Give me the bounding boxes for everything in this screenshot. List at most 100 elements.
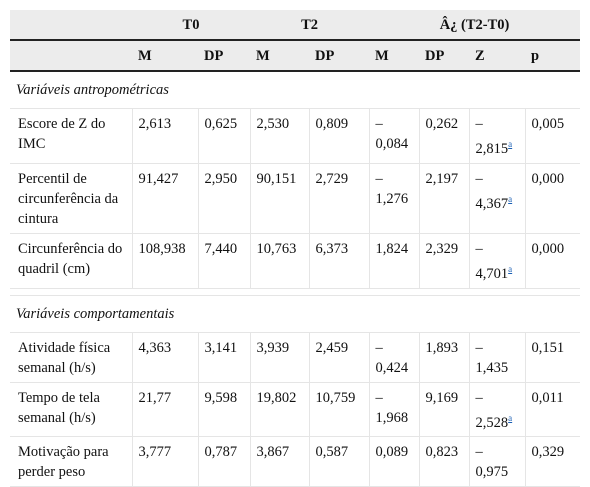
cell-value: – 1,435: [475, 339, 509, 376]
value-cell: 9,598: [198, 382, 251, 438]
col-header: DP: [198, 40, 251, 72]
footnote-link[interactable]: a: [508, 412, 513, 423]
footnote-link[interactable]: a: [508, 139, 513, 149]
value-cell: 0,000: [525, 163, 581, 234]
cell-value: 2,613: [138, 116, 172, 132]
cell-value: 0,262: [425, 116, 459, 132]
value-cell: 2,197: [419, 163, 470, 234]
value-cell: 10,763: [250, 233, 310, 289]
footnote-link[interactable]: a: [508, 193, 513, 204]
value-cell: 0,000: [525, 233, 581, 289]
cell-value: – 0,424: [375, 339, 409, 376]
value-cell: 0,011: [525, 382, 581, 438]
col-header: M: [369, 40, 420, 72]
value-cell: – 0,084: [369, 108, 420, 164]
variable-name: Motivação para perder peso: [10, 436, 133, 487]
cell-value: 10,763: [256, 240, 297, 257]
value-cell: 0,329: [525, 436, 581, 487]
value-cell: 2,613: [132, 108, 199, 164]
value-cell: 3,141: [198, 332, 251, 383]
value-cell: 0,809: [309, 108, 370, 164]
corner-cell-sub: [10, 40, 132, 72]
section-header-row: Variáveis comportamentais: [10, 295, 581, 333]
cell-value: 0,587: [315, 444, 349, 461]
section-title: Variáveis comportamentais: [10, 295, 581, 333]
variable-name: Escore de Z do IMC: [10, 108, 133, 164]
value-cell: 91,427: [132, 163, 199, 234]
value-cell: 0,089: [369, 436, 420, 487]
cell-value: 0,005: [531, 116, 565, 132]
value-cell: 3,777: [132, 436, 199, 487]
value-cell: 6,373: [309, 233, 370, 289]
cell-value: 90,151: [256, 170, 297, 187]
cell-value: 0,787: [204, 444, 238, 461]
cell-value: 0,823: [425, 444, 459, 461]
cell-value: 0,809: [315, 116, 349, 132]
cell-value: 0,329: [531, 444, 565, 461]
value-cell: – 2,528a: [469, 382, 526, 438]
footnote-link[interactable]: a: [508, 263, 513, 274]
value-cell: 90,151: [250, 163, 310, 234]
cell-value: 2,459: [315, 339, 349, 356]
cell-value: 0,011: [531, 389, 564, 406]
cell-value: 2,530: [256, 116, 290, 132]
cell-value: 2,729: [315, 170, 349, 187]
cell-value: 0,089: [375, 444, 409, 461]
cell-value: 2,329: [425, 240, 459, 257]
cell-value: 4,363: [138, 339, 172, 356]
value-cell: 2,530: [250, 108, 310, 164]
cell-value: – 4,367: [475, 170, 509, 212]
value-cell: – 4,367a: [469, 163, 526, 234]
section-spacer: [10, 288, 581, 296]
value-cell: 0,625: [198, 108, 251, 164]
value-cell: 0,005: [525, 108, 581, 164]
value-cell: 2,729: [309, 163, 370, 234]
value-cell: 4,363: [132, 332, 199, 383]
section-title: Variáveis antropométricas: [10, 71, 581, 109]
value-cell: – 2,815a: [469, 108, 526, 164]
cell-value: 1,824: [375, 240, 409, 257]
cell-value: – 0,084: [375, 116, 409, 152]
value-cell: – 0,424: [369, 332, 420, 383]
cell-value: 10,759: [315, 389, 356, 406]
group-header-t0: T0: [132, 10, 251, 41]
value-cell: 1,893: [419, 332, 470, 383]
cell-value: 3,141: [204, 339, 238, 356]
cell-value: 9,598: [204, 389, 238, 406]
table-row: Tempo de tela semanal (h/s) 21,77 9,598 19,…: [10, 382, 581, 438]
cell-value: 19,802: [256, 389, 297, 406]
cell-value: 21,77: [138, 389, 172, 406]
cell-value: 1,893: [425, 339, 459, 356]
table-row: Circunferência do quadril (cm) 108,938 7,4…: [10, 233, 581, 289]
table-row: Atividade física semanal (h/s) 4,363 3,141…: [10, 332, 581, 383]
value-cell: 19,802: [250, 382, 310, 438]
value-cell: – 4,701a: [469, 233, 526, 289]
cell-value: 2,197: [425, 170, 459, 187]
cell-value: 108,938: [138, 240, 186, 257]
table-row: Escore de Z do IMC 2,613 0,625 2,530 0,809 – …: [10, 108, 581, 164]
cell-value: – 2,815: [475, 116, 509, 157]
col-header: p: [525, 40, 581, 72]
col-header: DP: [309, 40, 370, 72]
group-header-diff: Â¿ (T2-T0): [369, 10, 581, 41]
value-cell: 0,262: [419, 108, 470, 164]
value-cell: 0,151: [525, 332, 581, 383]
cell-value: 3,939: [256, 339, 290, 356]
variable-name: Tempo de tela semanal (h/s): [10, 382, 133, 438]
cell-value: 0,000: [531, 170, 565, 187]
cell-value: 7,440: [204, 240, 238, 257]
value-cell: 3,867: [250, 436, 310, 487]
cell-value: 3,867: [256, 444, 290, 461]
cell-value: – 2,528: [475, 389, 509, 431]
value-cell: 7,440: [198, 233, 251, 289]
value-cell: 0,823: [419, 436, 470, 487]
value-cell: – 1,968: [369, 382, 420, 438]
cell-value: 9,169: [425, 389, 459, 406]
group-header-t2: T2: [250, 10, 370, 41]
cell-value: 3,777: [138, 444, 172, 461]
col-header: M: [132, 40, 198, 72]
value-cell: 9,169: [419, 382, 470, 438]
cell-value: 0,625: [204, 116, 238, 132]
corner-cell: [10, 10, 132, 41]
value-cell: 0,787: [198, 436, 251, 487]
